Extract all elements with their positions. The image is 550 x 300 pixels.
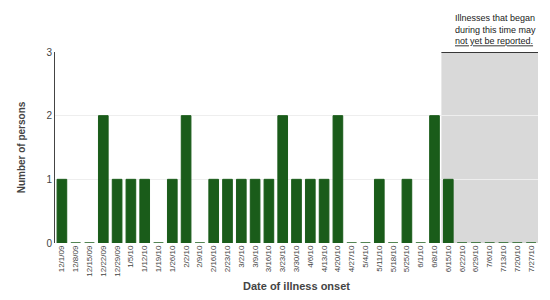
svg-text:3: 3: [46, 47, 52, 58]
svg-text:4/6/10: 4/6/10: [306, 245, 315, 268]
svg-text:5/18/10: 5/18/10: [389, 245, 398, 272]
svg-text:3/23/10: 3/23/10: [278, 245, 287, 272]
svg-text:2/23/10: 2/23/10: [223, 245, 232, 272]
svg-text:12/29/09: 12/29/09: [113, 245, 122, 277]
svg-text:7/27/10: 7/27/10: [527, 245, 536, 272]
svg-text:3/9/10: 3/9/10: [251, 245, 260, 268]
svg-text:Date of illness onset: Date of illness onset: [243, 280, 350, 292]
svg-text:6/22/10: 6/22/10: [458, 245, 467, 272]
svg-text:7/20/10: 7/20/10: [513, 245, 522, 272]
svg-text:2/9/10: 2/9/10: [196, 245, 205, 268]
svg-text:2/16/10: 2/16/10: [209, 245, 218, 272]
svg-text:5/4/10: 5/4/10: [361, 245, 370, 268]
svg-text:1: 1: [46, 174, 52, 185]
svg-text:Illnesses that beganduring thi: Illnesses that beganduring this time may…: [455, 13, 536, 46]
svg-text:6/15/10: 6/15/10: [444, 245, 453, 272]
svg-text:6/29/10: 6/29/10: [472, 245, 481, 272]
svg-text:2: 2: [46, 110, 52, 121]
svg-text:1/19/10: 1/19/10: [154, 245, 163, 272]
svg-text:0: 0: [46, 238, 52, 249]
svg-text:6/8/10: 6/8/10: [430, 245, 439, 268]
svg-text:1/5/10: 1/5/10: [127, 245, 136, 268]
svg-text:4/27/10: 4/27/10: [347, 245, 356, 272]
svg-text:12/15/09: 12/15/09: [85, 245, 94, 277]
svg-text:4/20/10: 4/20/10: [334, 245, 343, 272]
svg-text:4/13/10: 4/13/10: [320, 245, 329, 272]
svg-text:3/2/10: 3/2/10: [237, 245, 246, 268]
svg-text:2/2/10: 2/2/10: [182, 245, 191, 268]
svg-text:5/11/10: 5/11/10: [375, 245, 384, 272]
svg-text:12/22/09: 12/22/09: [99, 245, 108, 277]
svg-text:5/25/10: 5/25/10: [403, 245, 412, 272]
svg-text:7/13/10: 7/13/10: [499, 245, 508, 272]
svg-text:7/6/10: 7/6/10: [485, 245, 494, 268]
svg-text:3/30/10: 3/30/10: [292, 245, 301, 272]
svg-text:3/16/10: 3/16/10: [265, 245, 274, 272]
svg-text:1/26/10: 1/26/10: [168, 245, 177, 272]
svg-text:12/1/09: 12/1/09: [58, 245, 67, 272]
svg-text:1/12/10: 1/12/10: [140, 245, 149, 272]
svg-text:12/8/09: 12/8/09: [71, 245, 80, 272]
svg-text:6/1/10: 6/1/10: [416, 245, 425, 268]
svg-text:Number of persons: Number of persons: [16, 101, 27, 193]
